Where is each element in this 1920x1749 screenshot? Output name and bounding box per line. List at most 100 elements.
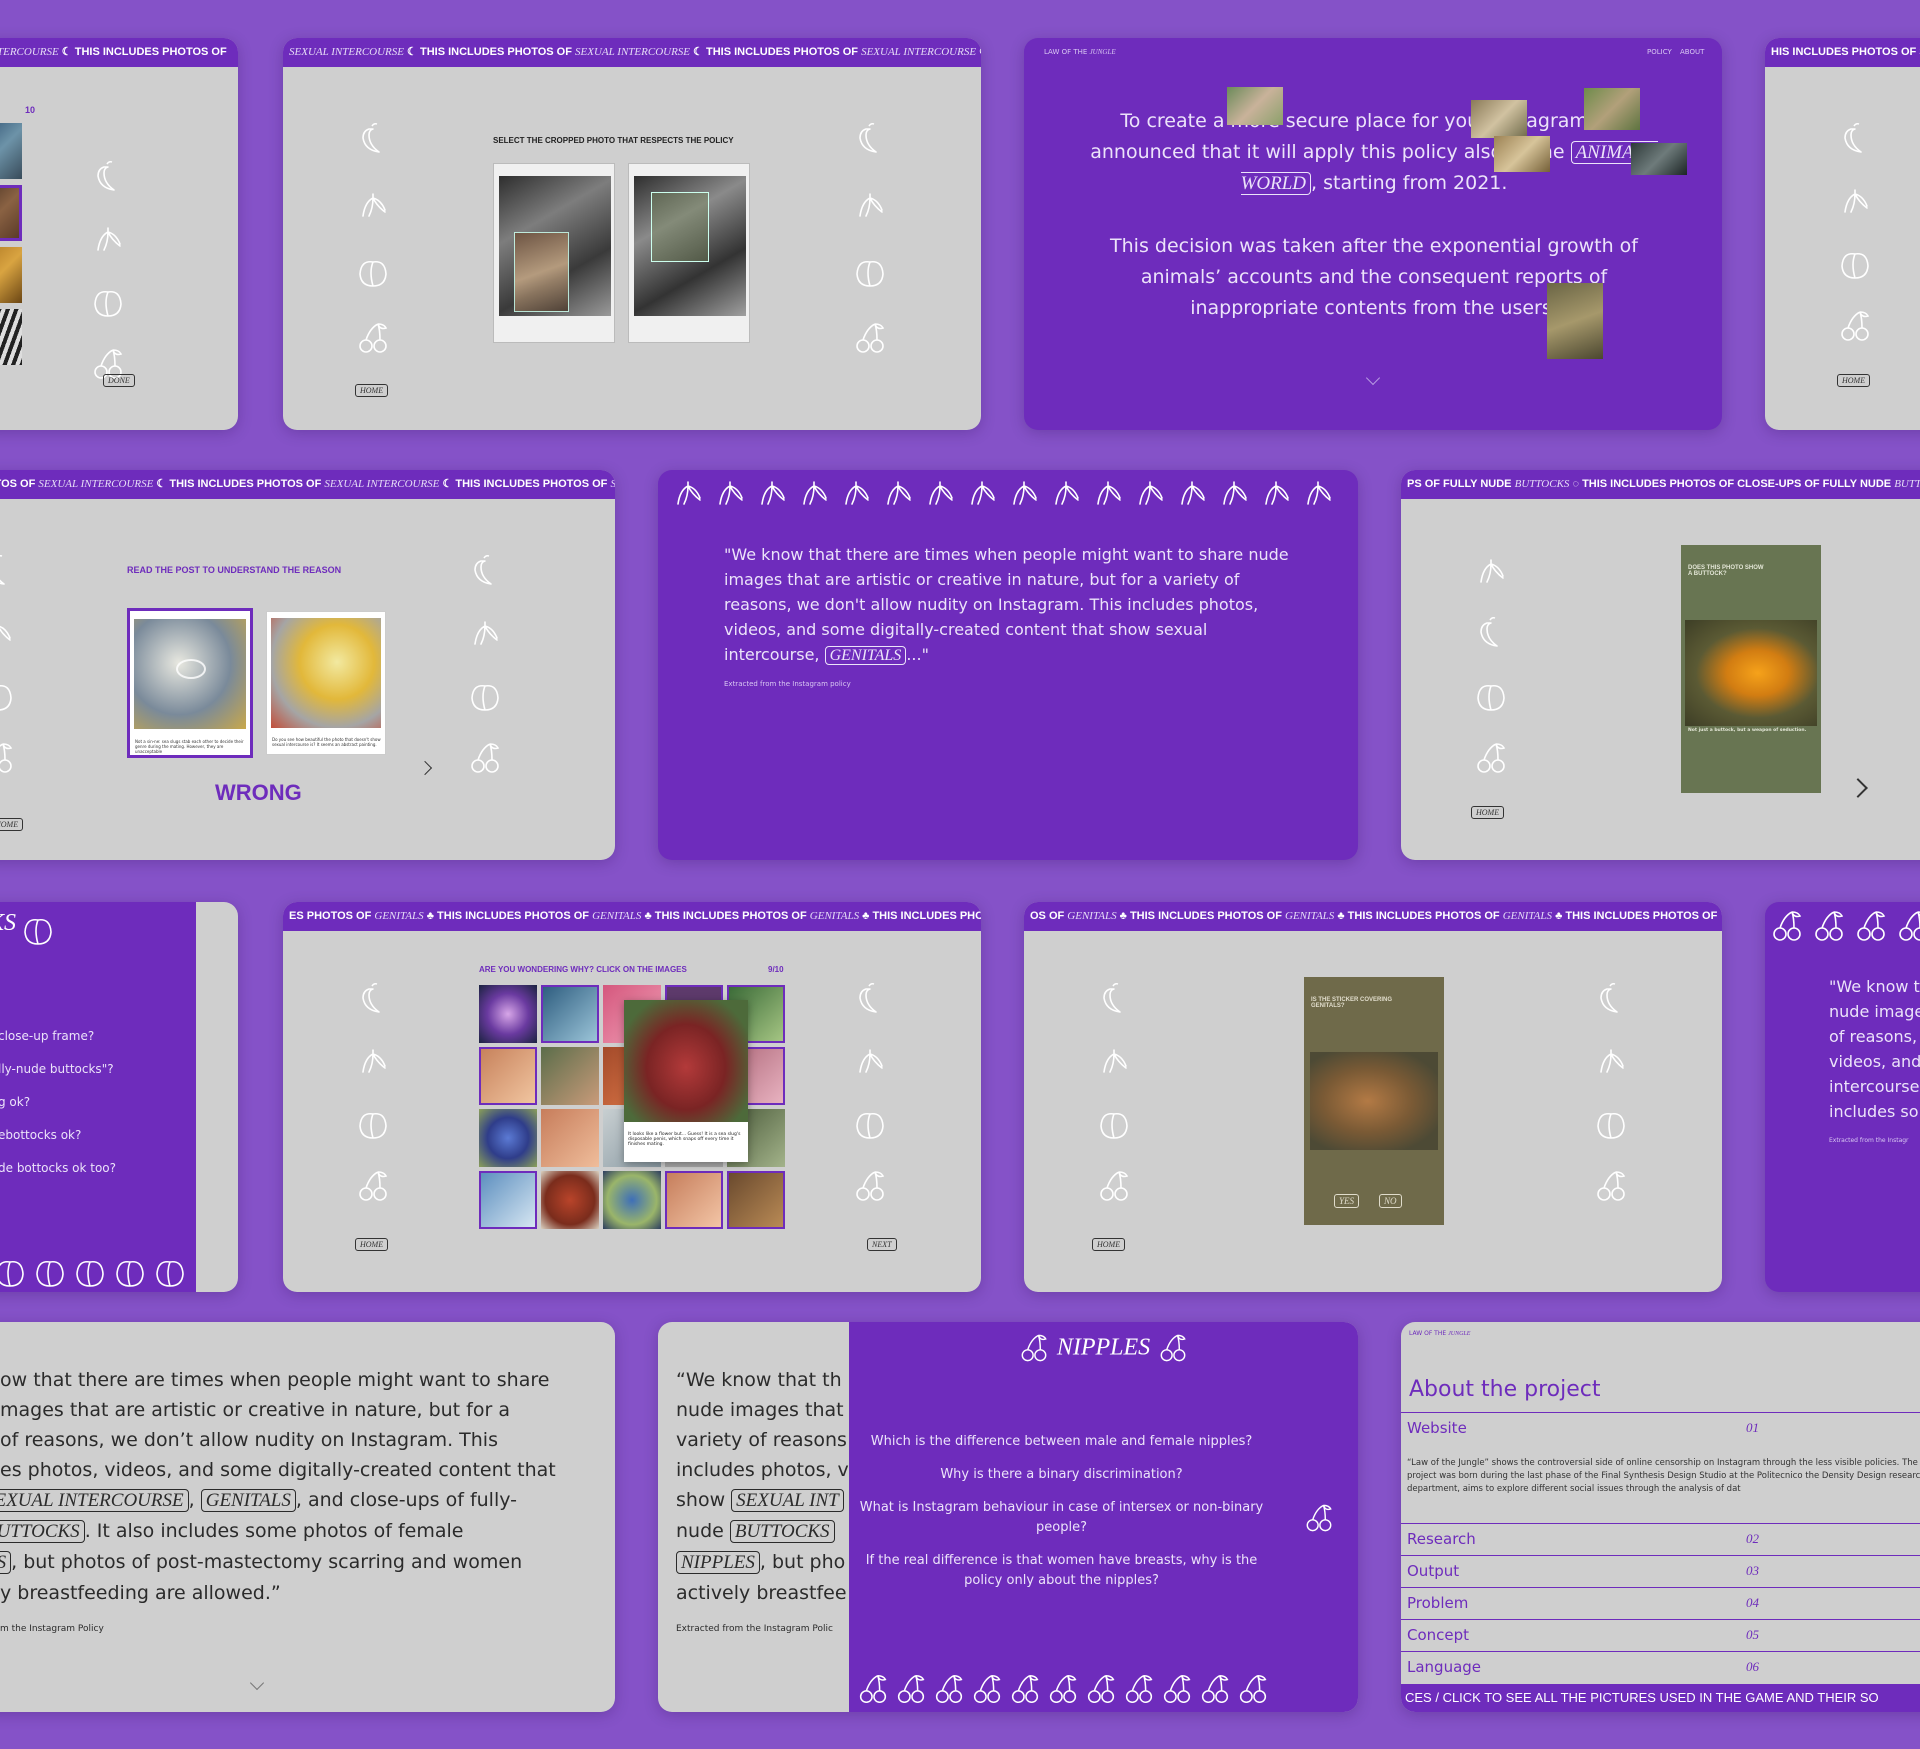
prompt-text: READ THE POST TO UNDERSTAND THE REASON — [127, 565, 342, 575]
cherry-icon — [930, 1670, 968, 1708]
home-button[interactable]: HOME — [355, 384, 389, 397]
policy-quote: "We know that there are times when peopl… — [724, 545, 1289, 665]
cherry-icon — [850, 318, 890, 358]
policy-ticker: SEXUAL INTERCOURSE ☾ THIS INCLUDES PHOTO… — [283, 38, 981, 67]
grid-image[interactable] — [541, 1047, 599, 1105]
peach-icon — [353, 252, 393, 292]
question-item[interactable]: If the real difference is that women hav… — [865, 1553, 1258, 1588]
policy-ticker: ES PHOTOS OF GENITALS ♣ THIS INCLUDES PH… — [283, 902, 981, 931]
peach-icon — [70, 1252, 110, 1292]
grid-image[interactable] — [479, 1109, 537, 1167]
home-button[interactable]: HOME — [0, 818, 24, 831]
eye-slash-icon — [176, 659, 206, 679]
home-button[interactable]: HOME — [1092, 1238, 1126, 1251]
grid-image[interactable] — [541, 1171, 599, 1229]
scroll-down-icon[interactable] — [1365, 370, 1381, 386]
cherry-icon[interactable] — [1301, 1500, 1337, 1536]
home-button[interactable]: HOME — [1837, 374, 1871, 387]
chili-icon — [353, 980, 393, 1020]
brand[interactable]: LAW OF THE JUNGLE — [1409, 1330, 1471, 1337]
grid-image[interactable] — [479, 1171, 537, 1229]
nav-policy[interactable]: POLICY — [1647, 48, 1672, 56]
question-item[interactable]: g ok? — [0, 1095, 31, 1109]
cherry-icon — [353, 1166, 393, 1206]
question-item[interactable]: Why is there a binary discrimination? — [940, 1467, 1183, 1482]
about-row-output[interactable]: Output 03 — [1401, 1555, 1920, 1585]
done-button[interactable]: DONE — [103, 374, 135, 387]
crop-option-2[interactable] — [628, 163, 750, 343]
next-arrow-icon[interactable] — [417, 760, 433, 776]
quote-source: m the Instagram Policy — [0, 1624, 104, 1634]
home-button[interactable]: HOME — [1471, 806, 1505, 819]
questions-list: close-up frame? lly-nude buttocks"? g ok… — [0, 1020, 116, 1185]
card-partial-quote: "We know t nude image of reasons, videos… — [1765, 902, 1920, 1292]
question-item[interactable]: What is Instagram behaviour in case of i… — [859, 1500, 1264, 1535]
grid-image[interactable] — [541, 1109, 599, 1167]
scroll-down-icon[interactable] — [249, 1675, 265, 1691]
genitals-link[interactable]: GENITALS — [824, 646, 907, 665]
question-item[interactable]: lly-nude buttocks"? — [0, 1062, 114, 1076]
no-button[interactable]: NO — [1379, 1194, 1402, 1208]
about-row-concept[interactable]: Concept 05 — [1401, 1619, 1920, 1649]
genitals-tag[interactable]: GENITALS — [200, 1489, 296, 1512]
fruit-icon-column — [1471, 552, 1511, 778]
grid-image[interactable] — [541, 985, 599, 1043]
animal-photo-seal[interactable] — [0, 123, 22, 179]
about-row-problem[interactable]: Problem 04 — [1401, 1587, 1920, 1617]
intro-paragraph-2: This decision was taken after the expone… — [1110, 235, 1638, 319]
cherry-icon — [1196, 1670, 1234, 1708]
home-button[interactable]: HOME — [355, 1238, 389, 1251]
animal-photo-lion[interactable] — [0, 247, 22, 303]
about-description: “Law of the Jungle” shows the controvers… — [1407, 1458, 1920, 1494]
buttocks-tag[interactable]: BUTTOCKS — [729, 1520, 835, 1543]
post-option-2[interactable]: Do you see how beautiful the photo that … — [266, 611, 386, 755]
about-row-website[interactable]: Website 01 — [1401, 1412, 1920, 1442]
chili-icon — [850, 980, 890, 1020]
popup-post[interactable]: It looks like a flower but... Guess! It … — [624, 1000, 748, 1162]
cherry-icon — [1767, 906, 1807, 946]
creature-photo[interactable] — [1685, 620, 1817, 726]
next-button[interactable]: NEXT — [867, 1238, 897, 1251]
animal-photo-zebra[interactable] — [0, 309, 22, 365]
question-item[interactable]: close-up frame? — [0, 1029, 95, 1043]
question-item[interactable]: Which is the difference between male and… — [870, 1434, 1253, 1449]
animal-thumb-6 — [1547, 283, 1603, 359]
banana-icon — [1214, 474, 1254, 514]
banana-icon — [1088, 474, 1128, 514]
about-row-research[interactable]: Research 02 — [1401, 1523, 1920, 1553]
side-strip — [196, 902, 238, 1292]
card-about-project: LAW OF THE JUNGLE About the project Webs… — [1401, 1322, 1920, 1712]
fruit-icon-column-left — [353, 120, 393, 358]
crop-option-1[interactable] — [493, 163, 615, 343]
post-option-1[interactable]: Not a sin-ne: sea slugs stab each other … — [127, 608, 253, 758]
grid-image[interactable] — [665, 1171, 723, 1229]
fruit-icon-column-left — [353, 980, 393, 1206]
banana-icon — [1172, 474, 1212, 514]
question-item[interactable]: ebottocks ok? — [0, 1128, 82, 1142]
animal-photo-bear[interactable] — [0, 185, 22, 241]
next-arrow-icon[interactable] — [1848, 778, 1868, 798]
sexual-intercourse-tag[interactable]: SEXUAL INTERCOURSE — [0, 1489, 189, 1512]
nipples-tag[interactable]: NIPPLES — [676, 1551, 760, 1574]
dog-photo[interactable] — [1310, 1052, 1438, 1150]
grid-image[interactable] — [727, 1171, 785, 1229]
nipples-tag[interactable]: ES — [0, 1551, 12, 1574]
sexual-intercourse-tag[interactable]: SEXUAL INT — [731, 1489, 844, 1512]
yes-button[interactable]: YES — [1334, 1194, 1360, 1208]
buttocks-tag[interactable]: BUTTOCKS — [0, 1520, 85, 1543]
about-row-language[interactable]: Language 06 — [1401, 1651, 1920, 1681]
grid-image[interactable] — [603, 1171, 661, 1229]
nav-brand[interactable]: LAW OF THE JUNGLE — [1044, 48, 1116, 56]
chili-icon — [1835, 120, 1875, 160]
grid-image[interactable] — [479, 1047, 537, 1105]
grid-image[interactable] — [479, 985, 537, 1043]
prompt-text: ARE YOU WONDERING WHY? CLICK ON THE IMAG… — [479, 965, 687, 974]
banana-icon — [353, 186, 393, 226]
nav-about[interactable]: ABOUT — [1680, 48, 1705, 56]
banana-icon — [353, 1042, 393, 1082]
cherry-icon — [1155, 1330, 1191, 1366]
quote-source: Extracted from the Instagram Polic — [676, 1624, 833, 1634]
sources-banner[interactable]: CES / CLICK TO SEE ALL THE PICTURES USED… — [1401, 1684, 1920, 1712]
question-text: DOES THIS PHOTO SHOW A BUTTOCK? — [1688, 565, 1764, 577]
question-item[interactable]: de bottocks ok too? — [0, 1161, 117, 1175]
